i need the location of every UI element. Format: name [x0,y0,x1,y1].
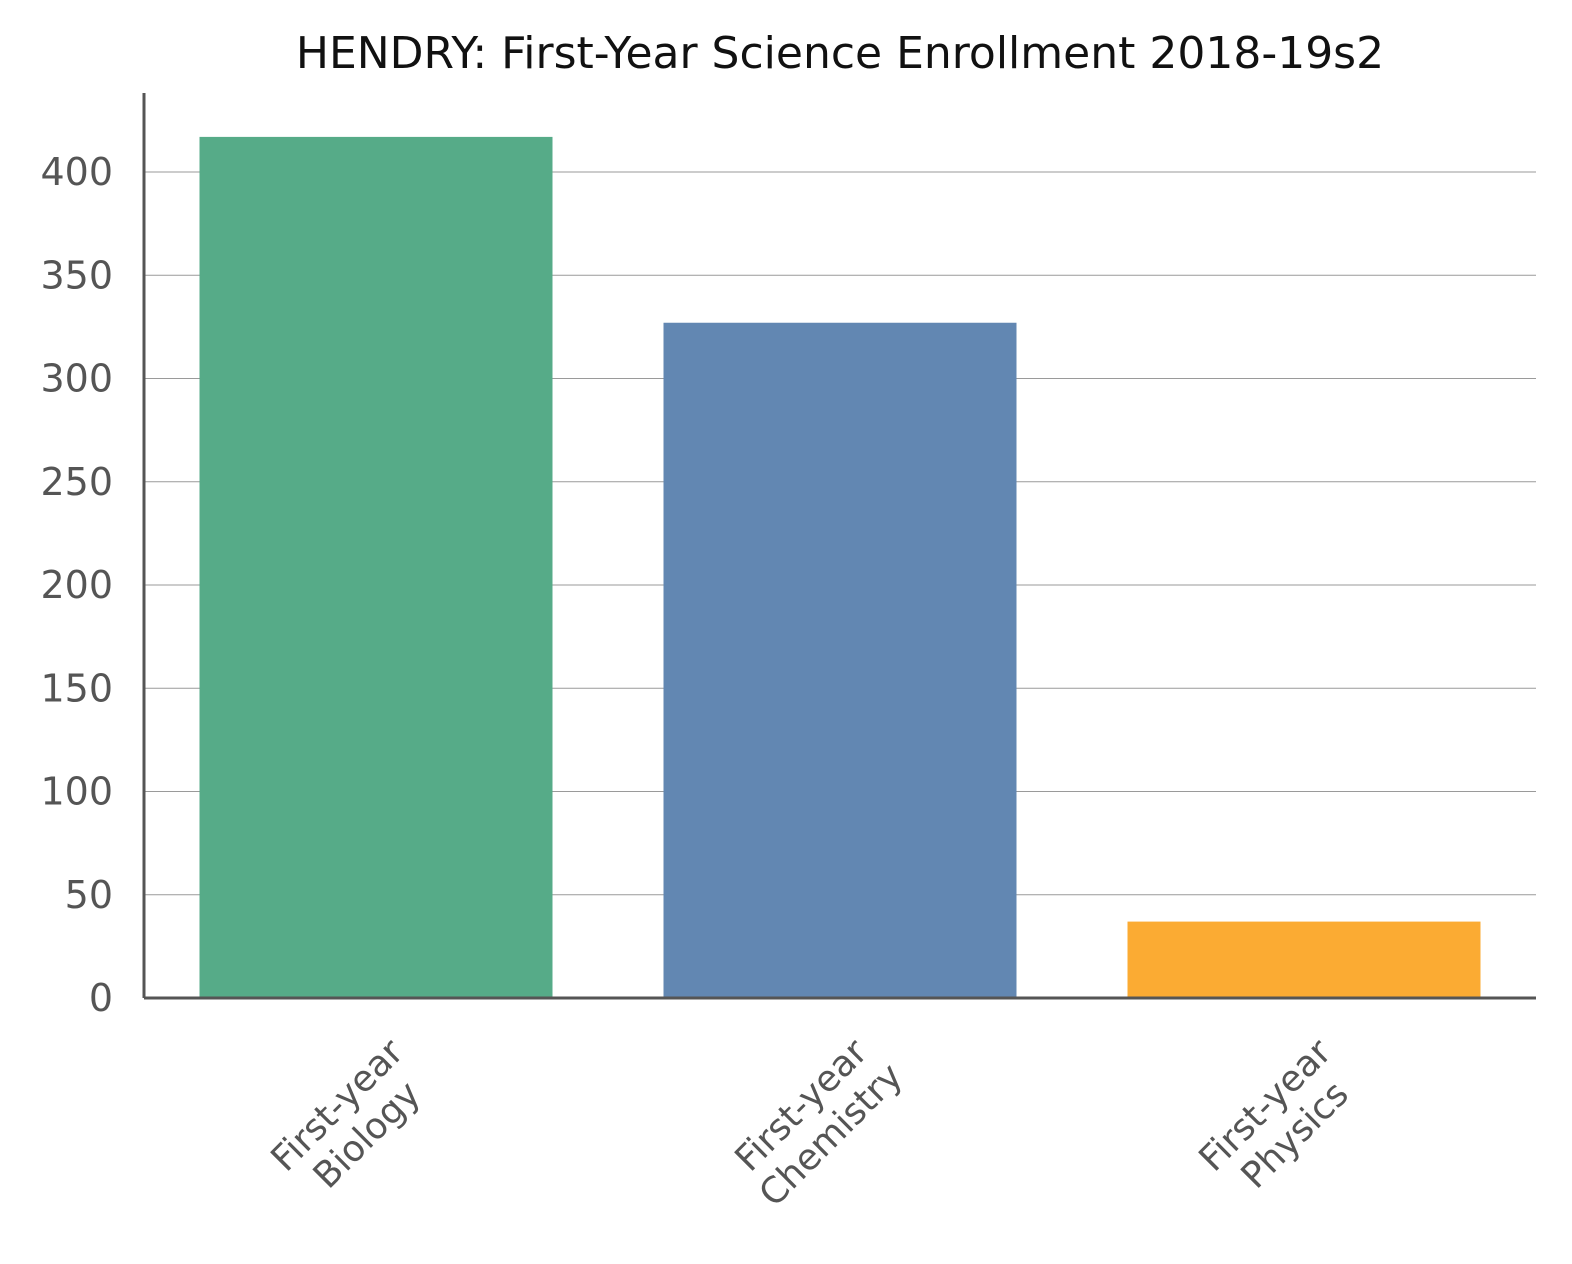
y-tick-label: 250 [40,460,113,504]
chart-title: HENDRY: First-Year Science Enrollment 20… [296,28,1384,79]
bar [199,136,553,998]
y-tick-label: 150 [40,666,113,710]
x-tick-labels: First-yearBiology First-yearChemistry Firs… [263,1026,1369,1215]
x-tick-label: First-yearBiology [263,1031,441,1209]
y-tick-label: 350 [40,253,113,297]
y-tick-label: 50 [65,873,113,917]
y-tick-label: 400 [40,150,113,194]
x-tick-label: First-yearPhysics [1191,1031,1369,1209]
axes [142,93,1536,1000]
y-tick-label: 0 [89,976,113,1020]
x-tick-label: First-yearChemistry [722,1026,911,1215]
y-tick-label: 300 [40,357,113,401]
bars [199,136,1481,998]
bar [1127,921,1481,998]
bar [663,322,1017,998]
y-tick-label: 200 [40,563,113,607]
y-tick-labels: 0 50 100 150 200 250 300 350 400 [40,150,113,1020]
y-tick-label: 100 [40,770,113,814]
